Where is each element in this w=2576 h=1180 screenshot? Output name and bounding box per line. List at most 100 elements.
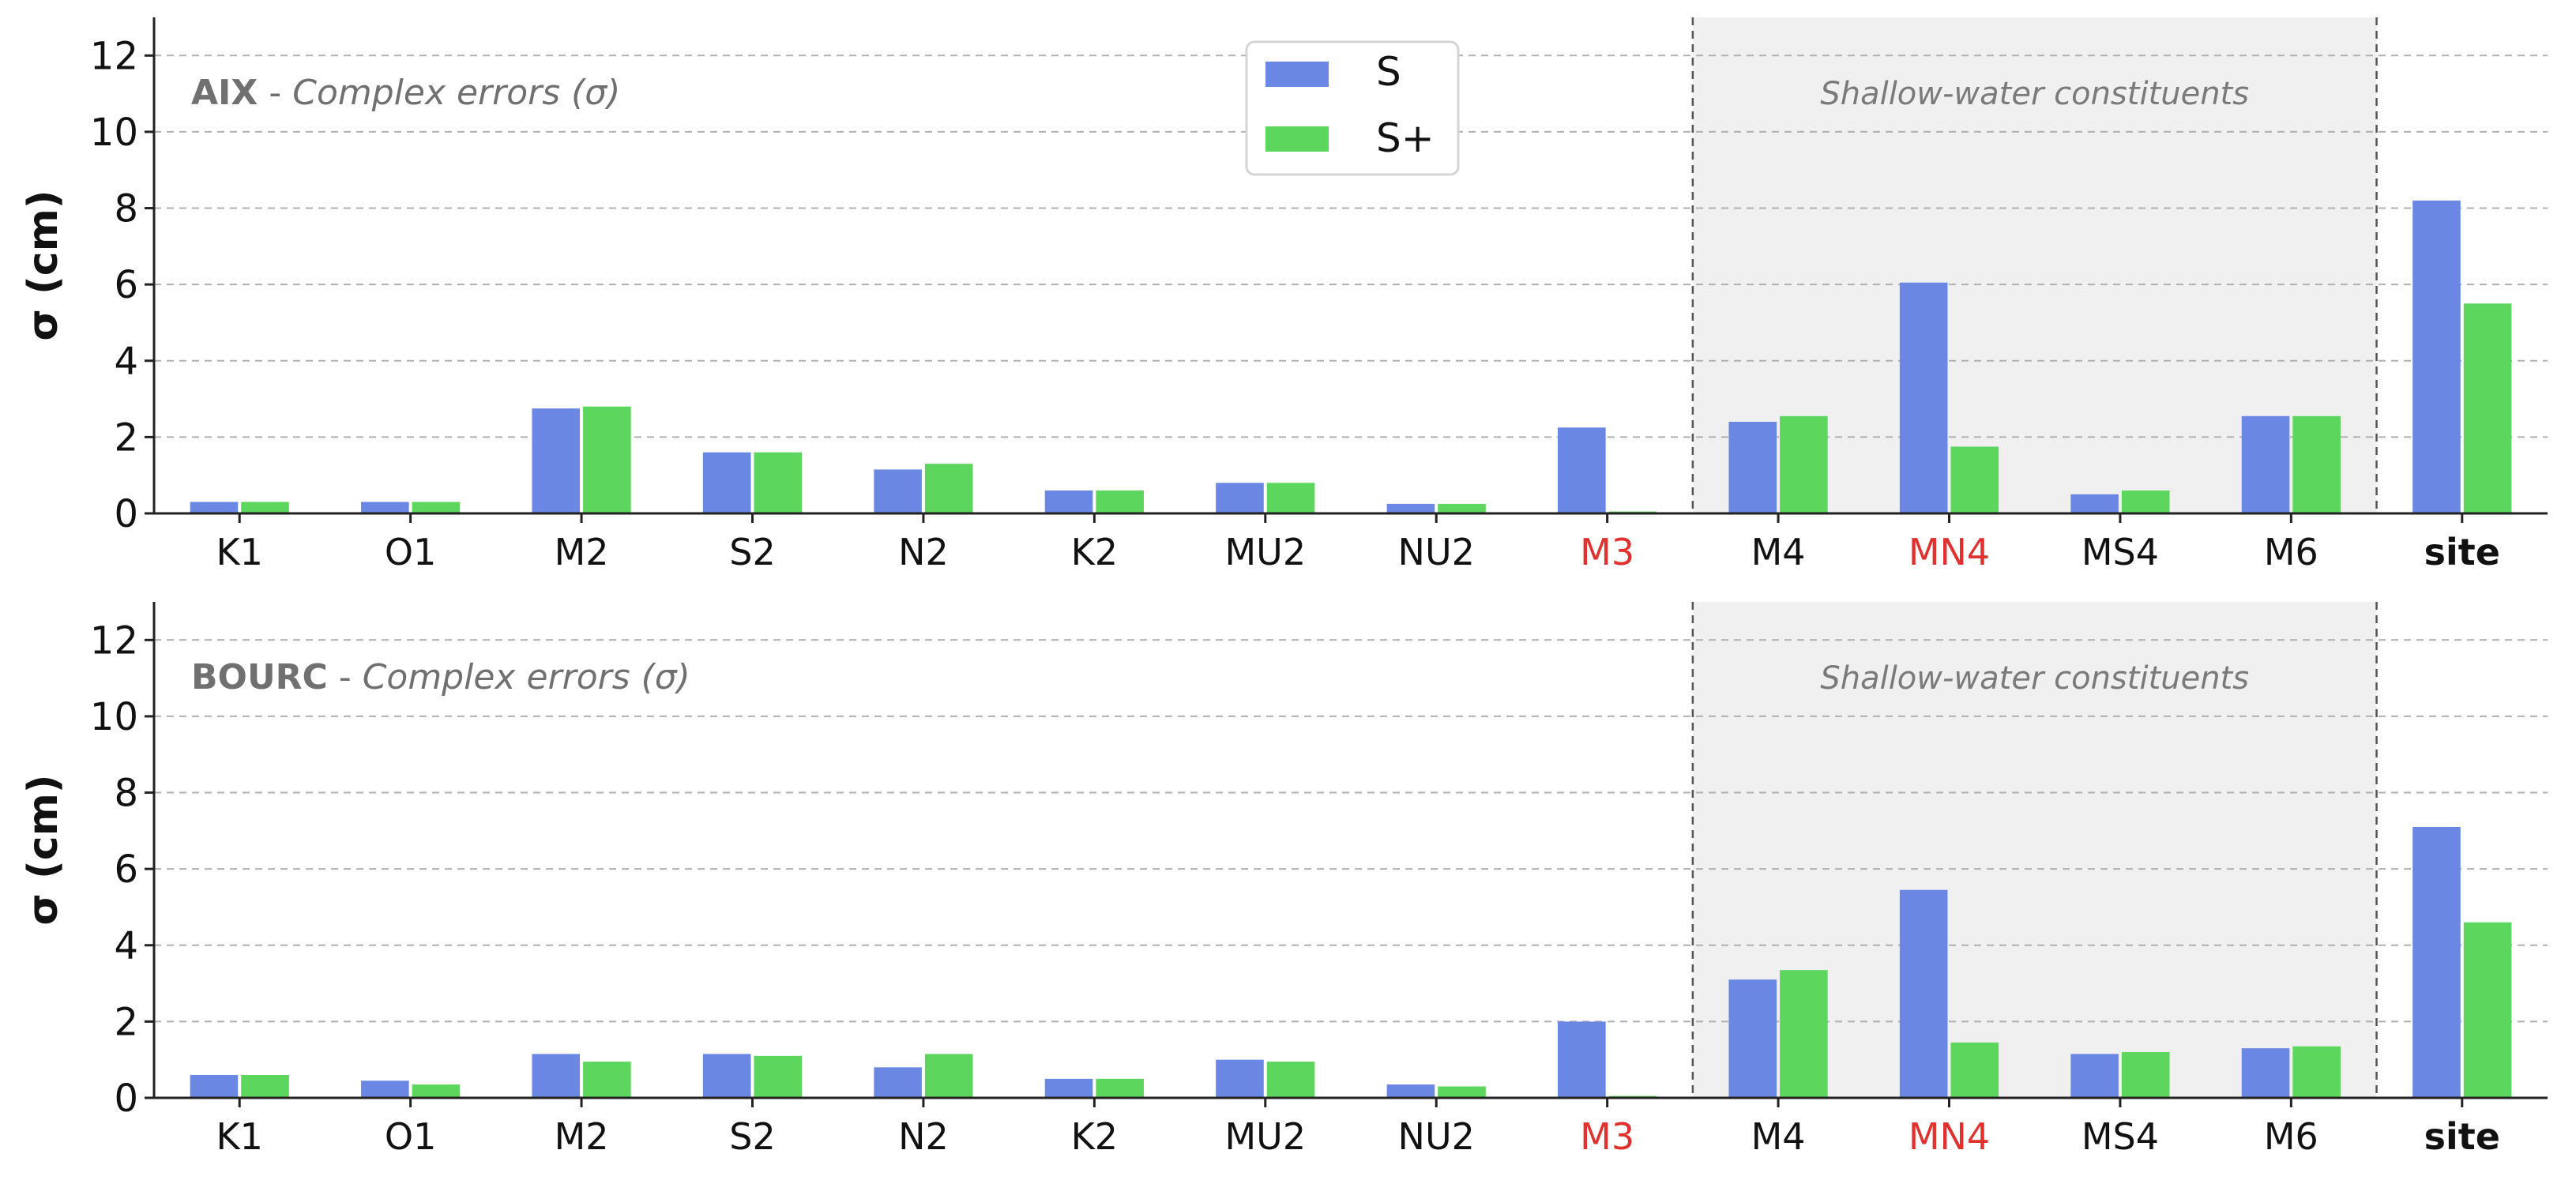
bar-s-o1 [361, 1080, 409, 1098]
bar-s-plus-m6 [2292, 415, 2341, 513]
bar-s-plus-n2 [924, 1054, 973, 1098]
y-tick-label: 10 [90, 111, 138, 155]
y-axis-label: σ (cm) [20, 774, 67, 925]
x-tick-label-m3: M3 [1580, 531, 1634, 573]
x-tick-label-mn4: MN4 [1908, 531, 1990, 573]
x-tick-label-m4: M4 [1751, 1115, 1806, 1158]
x-tick-label-ms4: MS4 [2081, 531, 2159, 573]
x-tick-label-m6: M6 [2264, 531, 2318, 573]
panel-title-subtitle: Complex errors (σ) [363, 657, 690, 697]
x-tick-label-mu2: MU2 [1224, 1115, 1306, 1158]
bar-s-plus-m6 [2292, 1046, 2341, 1098]
bar-s-m6 [2241, 415, 2290, 513]
x-tick-label-site: site [2424, 531, 2500, 573]
y-tick-label: 6 [114, 847, 138, 892]
y-tick-label: 4 [114, 924, 138, 968]
bar-s-k1 [190, 1075, 239, 1098]
bar-s-plus-o1 [412, 1084, 461, 1098]
bar-s-plus-k2 [1096, 490, 1144, 513]
x-tick-label-k2: K2 [1071, 1115, 1118, 1158]
bar-s-nu2 [1386, 503, 1435, 513]
y-tick-label: 0 [114, 492, 138, 536]
panel-title: AIX - Complex errors (σ) [191, 73, 620, 113]
bar-s-m3 [1558, 427, 1606, 513]
x-tick-label-mu2: MU2 [1224, 531, 1306, 573]
y-tick-label: 12 [90, 618, 138, 663]
bar-s-m4 [1728, 979, 1777, 1098]
bar-s-plus-k1 [241, 502, 289, 513]
y-tick-label: 4 [114, 340, 138, 384]
x-tick-label-mn4: MN4 [1908, 1115, 1990, 1158]
bar-s-plus-s2 [754, 452, 803, 513]
x-tick-label-s2: S2 [729, 1115, 775, 1158]
panel-title-separator: - [328, 657, 363, 697]
bar-s-plus-m2 [583, 406, 631, 513]
bar-s-site [2412, 200, 2461, 513]
x-tick-label-n2: N2 [898, 1115, 949, 1158]
bar-s-plus-ms4 [2121, 490, 2170, 513]
bar-s-site [2412, 827, 2461, 1098]
bar-s-m4 [1728, 422, 1777, 513]
bar-s-m3 [1558, 1021, 1606, 1098]
bar-s-mn4 [1899, 282, 1948, 513]
y-tick-label: 12 [90, 34, 138, 78]
x-tick-label-k1: K1 [216, 1115, 262, 1158]
bar-s-mu2 [1216, 1059, 1264, 1098]
bar-s-ms4 [2070, 494, 2119, 513]
x-tick-label-m6: M6 [2264, 1115, 2318, 1158]
x-tick-label-n2: N2 [898, 531, 949, 573]
legend-swatch-s-plus [1265, 126, 1329, 152]
bar-s-k1 [190, 502, 239, 513]
x-tick-label-k1: K1 [216, 531, 262, 573]
bar-s-mn4 [1899, 889, 1948, 1098]
x-tick-label-nu2: NU2 [1398, 531, 1475, 573]
aix-panel: Shallow-water constituents 0 2 4 6 8 10 12 K1 O1 M… [20, 17, 2548, 573]
y-tick-label: 10 [90, 695, 138, 739]
bar-s-plus-m2 [583, 1062, 631, 1098]
legend-label-s-plus: S+ [1376, 115, 1435, 161]
y-tick-label: 0 [114, 1077, 138, 1121]
panel-title-site: AIX [191, 73, 258, 113]
bar-s-n2 [874, 469, 922, 513]
bar-s-plus-k2 [1096, 1078, 1144, 1098]
bar-s-k2 [1044, 490, 1093, 513]
x-tick-label-nu2: NU2 [1398, 1115, 1475, 1158]
bar-s-n2 [874, 1067, 922, 1098]
bar-s-m2 [532, 408, 581, 513]
bar-s-nu2 [1386, 1084, 1435, 1098]
bar-s-plus-m4 [1780, 415, 1828, 513]
y-axis-label: σ (cm) [20, 190, 67, 340]
panel-title-subtitle: Complex errors (σ) [292, 73, 620, 113]
bar-s-s2 [702, 1054, 751, 1098]
bar-s-ms4 [2070, 1054, 2119, 1098]
panel-title-site: BOURC [191, 657, 328, 697]
x-tick-label-s2: S2 [729, 531, 775, 573]
shallow-water-label: Shallow-water constituents [1820, 660, 2249, 697]
bar-s-plus-mn4 [1950, 1042, 1999, 1098]
y-tick-label: 6 [114, 263, 138, 307]
x-tick-label-ms4: MS4 [2081, 1115, 2159, 1158]
y-tick-label: 2 [114, 415, 138, 460]
panel-title-separator: - [258, 73, 292, 113]
legend-label-s: S [1376, 49, 1401, 95]
bar-s-plus-k1 [241, 1075, 289, 1098]
x-tick-label-o1: O1 [385, 531, 436, 573]
bar-s-s2 [702, 452, 751, 513]
bar-s-m6 [2241, 1048, 2290, 1098]
bar-s-plus-m4 [1780, 970, 1828, 1098]
bar-s-plus-ms4 [2121, 1052, 2170, 1098]
bar-s-plus-o1 [412, 502, 461, 513]
y-tick-label: 8 [114, 772, 138, 816]
bar-s-plus-nu2 [1438, 503, 1486, 513]
x-tick-label-m2: M2 [555, 531, 609, 573]
bar-s-o1 [361, 502, 409, 513]
bar-s-m2 [532, 1054, 581, 1098]
bourc-panel: Shallow-water constituents 0 2 4 6 8 10 12 K1 O1 M… [20, 602, 2548, 1158]
panel-title: BOURC - Complex errors (σ) [191, 657, 690, 697]
x-tick-label-m4: M4 [1751, 531, 1806, 573]
bar-s-plus-nu2 [1438, 1086, 1486, 1098]
x-tick-label-o1: O1 [385, 1115, 436, 1158]
x-tick-label-k2: K2 [1071, 531, 1118, 573]
x-tick-label-site: site [2424, 1115, 2500, 1158]
